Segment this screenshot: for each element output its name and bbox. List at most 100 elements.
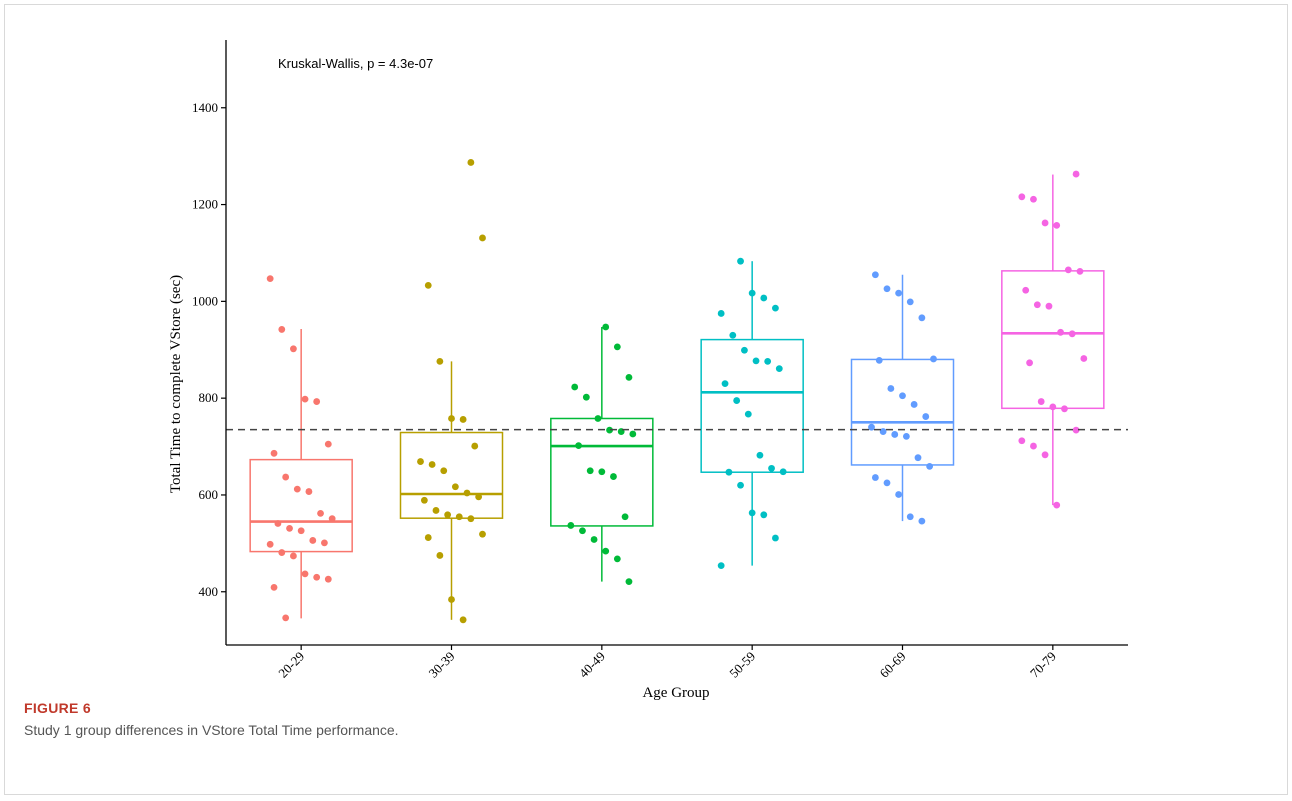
- box-group-50-59: [700, 257, 804, 570]
- data-point: [717, 562, 725, 570]
- data-point: [1057, 328, 1064, 336]
- data-point: [729, 331, 737, 339]
- data-point: [278, 549, 286, 556]
- data-point: [301, 570, 309, 578]
- data-point: [290, 552, 297, 560]
- data-point: [760, 511, 768, 519]
- data-point: [467, 159, 475, 166]
- data-point: [313, 573, 321, 581]
- data-point: [879, 428, 887, 435]
- data-point: [871, 271, 879, 279]
- figure-caption: FIGURE 6 Study 1 group differences in VS…: [24, 700, 399, 738]
- data-point: [744, 410, 752, 418]
- iqr-box: [700, 338, 804, 473]
- data-point: [871, 474, 879, 481]
- data-point: [270, 584, 278, 591]
- data-point: [1061, 405, 1068, 413]
- data-point: [290, 345, 297, 353]
- data-point: [270, 449, 278, 457]
- data-point: [459, 416, 467, 423]
- data-point: [1026, 359, 1033, 367]
- iqr-box: [399, 431, 504, 519]
- data-point: [779, 468, 787, 476]
- data-point: [297, 527, 305, 535]
- data-point: [1076, 267, 1084, 275]
- data-point: [1018, 437, 1026, 445]
- data-point: [914, 454, 922, 462]
- x-tick-label: 40-49: [576, 649, 608, 681]
- data-point: [471, 442, 479, 450]
- data-point: [741, 346, 748, 354]
- data-point: [613, 555, 621, 563]
- data-point: [602, 323, 610, 331]
- data-point: [432, 507, 440, 514]
- y-axis-title: Total Time to complete VStore (sec): [168, 275, 184, 493]
- data-point: [321, 539, 328, 547]
- data-point: [1022, 286, 1030, 294]
- data-point: [733, 397, 741, 404]
- data-point: [883, 285, 891, 293]
- data-point: [775, 365, 783, 373]
- data-point: [444, 511, 452, 519]
- data-point: [899, 392, 906, 400]
- box-group-60-69: [850, 271, 955, 525]
- data-point: [1030, 195, 1037, 203]
- data-point: [455, 513, 463, 521]
- data-point: [772, 304, 779, 312]
- data-point: [1053, 501, 1061, 509]
- data-point: [301, 395, 309, 403]
- data-point: [1045, 302, 1053, 310]
- y-tick-label: 600: [199, 487, 219, 502]
- box-group-30-39: [399, 159, 504, 624]
- figure-label: FIGURE 6: [24, 700, 91, 716]
- data-point: [748, 289, 756, 297]
- data-point: [883, 479, 891, 487]
- data-point: [613, 343, 621, 351]
- data-point: [764, 357, 772, 365]
- data-point: [868, 423, 875, 431]
- data-point: [266, 540, 274, 548]
- data-point: [756, 451, 764, 459]
- figure-panel: [4, 4, 1288, 795]
- data-point: [625, 578, 633, 585]
- data-point: [1030, 442, 1037, 450]
- x-axis-ticks: 20-29 30-39 40-49 50-59 60-69 70-79: [275, 645, 1059, 681]
- data-point: [1018, 193, 1026, 201]
- data-point: [918, 314, 926, 322]
- iqr-box: [550, 417, 654, 527]
- data-point: [293, 485, 301, 493]
- box-group-70-79: [1001, 170, 1105, 509]
- data-point: [621, 513, 629, 521]
- data-point: [328, 515, 336, 523]
- data-point: [579, 527, 586, 535]
- data-point: [278, 326, 286, 333]
- data-point: [748, 509, 756, 517]
- data-point: [895, 289, 903, 297]
- data-point: [575, 442, 582, 449]
- y-tick-label: 400: [199, 584, 219, 599]
- iqr-box: [1001, 270, 1105, 410]
- box-group-20-29: [249, 275, 353, 622]
- iqr-box: [850, 358, 955, 466]
- data-point: [1049, 403, 1057, 411]
- data-point: [629, 430, 637, 438]
- data-point: [479, 234, 486, 242]
- data-point: [737, 481, 744, 489]
- data-point: [324, 575, 332, 583]
- y-tick-label: 1400: [192, 100, 218, 115]
- data-point: [902, 432, 910, 440]
- figure-caption-text: Study 1 group differences in VStore Tota…: [24, 722, 399, 738]
- data-point: [1033, 301, 1041, 309]
- data-point: [436, 357, 444, 365]
- data-point: [479, 530, 486, 538]
- data-point: [922, 413, 930, 420]
- data-point: [590, 536, 598, 543]
- data-point: [1068, 330, 1076, 338]
- data-point: [772, 534, 779, 542]
- y-tick-label: 800: [199, 390, 219, 405]
- data-point: [1041, 451, 1049, 459]
- data-point: [424, 281, 432, 289]
- y-tick-label: 1200: [192, 197, 218, 212]
- data-point: [926, 463, 934, 470]
- data-point: [752, 357, 760, 365]
